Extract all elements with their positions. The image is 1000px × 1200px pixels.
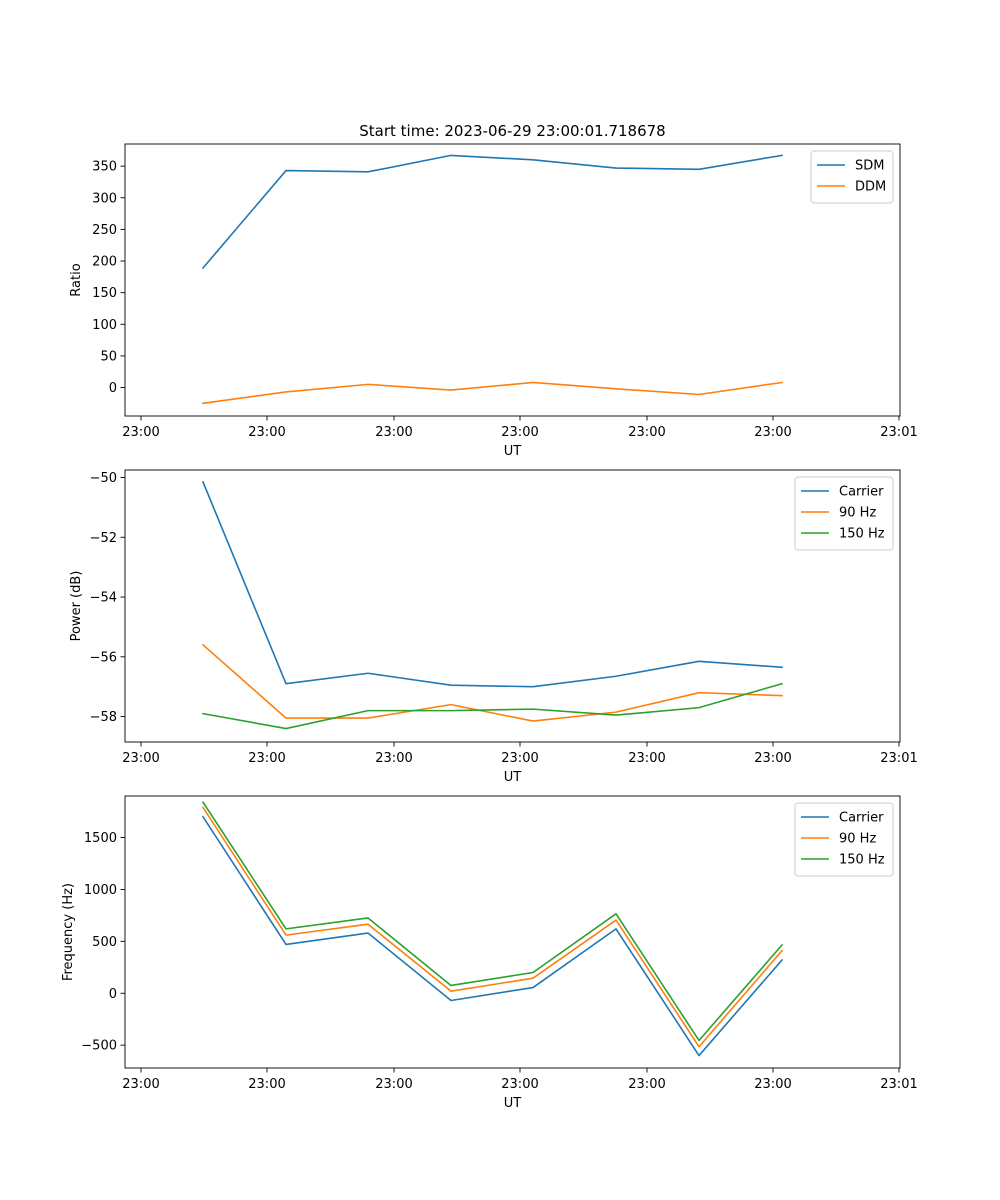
- y-tick-label: 1000: [84, 883, 117, 898]
- legend: Carrier 90 Hz 150 Hz: [794, 476, 894, 551]
- x-tick-label: 23:00: [628, 751, 665, 766]
- axes-frame: [124, 143, 901, 417]
- x-tick-label: 23:00: [375, 751, 412, 766]
- x-tick-label: 23:00: [122, 1077, 159, 1092]
- legend-label: Carrier: [839, 811, 884, 826]
- x-tick-label: 23:00: [248, 751, 285, 766]
- x-tick-label: 23:00: [628, 1077, 665, 1092]
- x-tick-label: 23:00: [501, 425, 538, 440]
- y-tick-label: 50: [100, 349, 117, 364]
- x-tick-label: 23:00: [248, 1077, 285, 1092]
- y-tick-label: 0: [109, 381, 117, 396]
- y-tick-label: 200: [92, 255, 117, 270]
- y-tick-label: 150: [92, 286, 117, 301]
- legend: SDM DDM: [810, 150, 894, 204]
- y-tick-label: 0: [109, 987, 117, 1002]
- y-tick-label: −54: [90, 591, 117, 606]
- legend-box: [794, 476, 894, 551]
- y-tick-label: 350: [92, 160, 117, 175]
- x-tick-label: 23:00: [754, 425, 791, 440]
- legend-box: [810, 150, 894, 204]
- y-tick-label: 300: [92, 191, 117, 206]
- axes-frame: [124, 795, 901, 1069]
- y-tick-label: −56: [90, 650, 117, 665]
- y-tick-label: −500: [81, 1039, 117, 1054]
- series-line-carrier: [201, 480, 783, 688]
- series-lines: [201, 801, 784, 1057]
- x-tick-label: 23:00: [754, 1077, 791, 1092]
- x-tick-label: 23:00: [122, 425, 159, 440]
- x-axis-label: UT: [504, 1096, 522, 1111]
- legend-label: DDM: [855, 180, 886, 195]
- y-tick-label: 250: [92, 223, 117, 238]
- x-tick-label: 23:00: [248, 425, 285, 440]
- series-lines: [201, 480, 783, 730]
- legend-label: Carrier: [839, 485, 884, 500]
- y-tick-label: −52: [90, 531, 117, 546]
- frequency-panel: 23:00 23:00 23:00 23:00 23:00 23:00 23:01 UT −50…: [61, 795, 918, 1111]
- series-line-carrier: [201, 815, 784, 1057]
- x-tick-label: 23:00: [375, 1077, 412, 1092]
- x-tick-label: 23:00: [501, 751, 538, 766]
- series-line-90-hz: [201, 643, 783, 722]
- power-panel: 23:00 23:00 23:00 23:00 23:00 23:00 23:01 UT −58…: [69, 469, 918, 785]
- x-tick-label: 23:01: [880, 1077, 917, 1092]
- chart-title: Start time: 2023-06-29 23:00:01.718678: [359, 122, 665, 140]
- ratio-panel: Start time: 2023-06-29 23:00:01.718678 23…: [69, 122, 918, 459]
- legend-label: 150 Hz: [839, 527, 885, 542]
- series-line-150-hz: [202, 682, 783, 730]
- series-line-90-hz: [201, 806, 784, 1048]
- legend-label: 150 Hz: [839, 853, 885, 868]
- x-tick-label: 23:00: [501, 1077, 538, 1092]
- y-tick-label: 500: [92, 935, 117, 950]
- axes-frame: [124, 469, 901, 743]
- x-axis-label: UT: [504, 444, 522, 459]
- x-tick-label: 23:00: [754, 751, 791, 766]
- y-tick-label: 100: [92, 318, 117, 333]
- series-line-150-hz: [201, 801, 784, 1042]
- legend: Carrier 90 Hz 150 Hz: [794, 802, 894, 877]
- series-line-ddm: [202, 381, 783, 405]
- x-tick-label: 23:00: [628, 425, 665, 440]
- x-axis-label: UT: [504, 770, 522, 785]
- x-tick-label: 23:00: [375, 425, 412, 440]
- x-tick-label: 23:00: [122, 751, 159, 766]
- y-axis-label: Power (dB): [69, 571, 84, 642]
- legend-label: 90 Hz: [839, 506, 876, 521]
- legend-box: [794, 802, 894, 877]
- y-tick-label: 1500: [84, 831, 117, 846]
- legend-label: 90 Hz: [839, 832, 876, 847]
- series-line-sdm: [201, 154, 783, 270]
- series-lines: [201, 154, 783, 405]
- y-tick-label: −58: [90, 710, 117, 725]
- y-tick-label: −50: [90, 471, 117, 486]
- y-axis-label: Ratio: [69, 263, 84, 296]
- legend-label: SDM: [855, 159, 884, 174]
- x-tick-label: 23:01: [880, 751, 917, 766]
- x-tick-label: 23:01: [880, 425, 917, 440]
- y-axis-label: Frequency (Hz): [61, 883, 76, 981]
